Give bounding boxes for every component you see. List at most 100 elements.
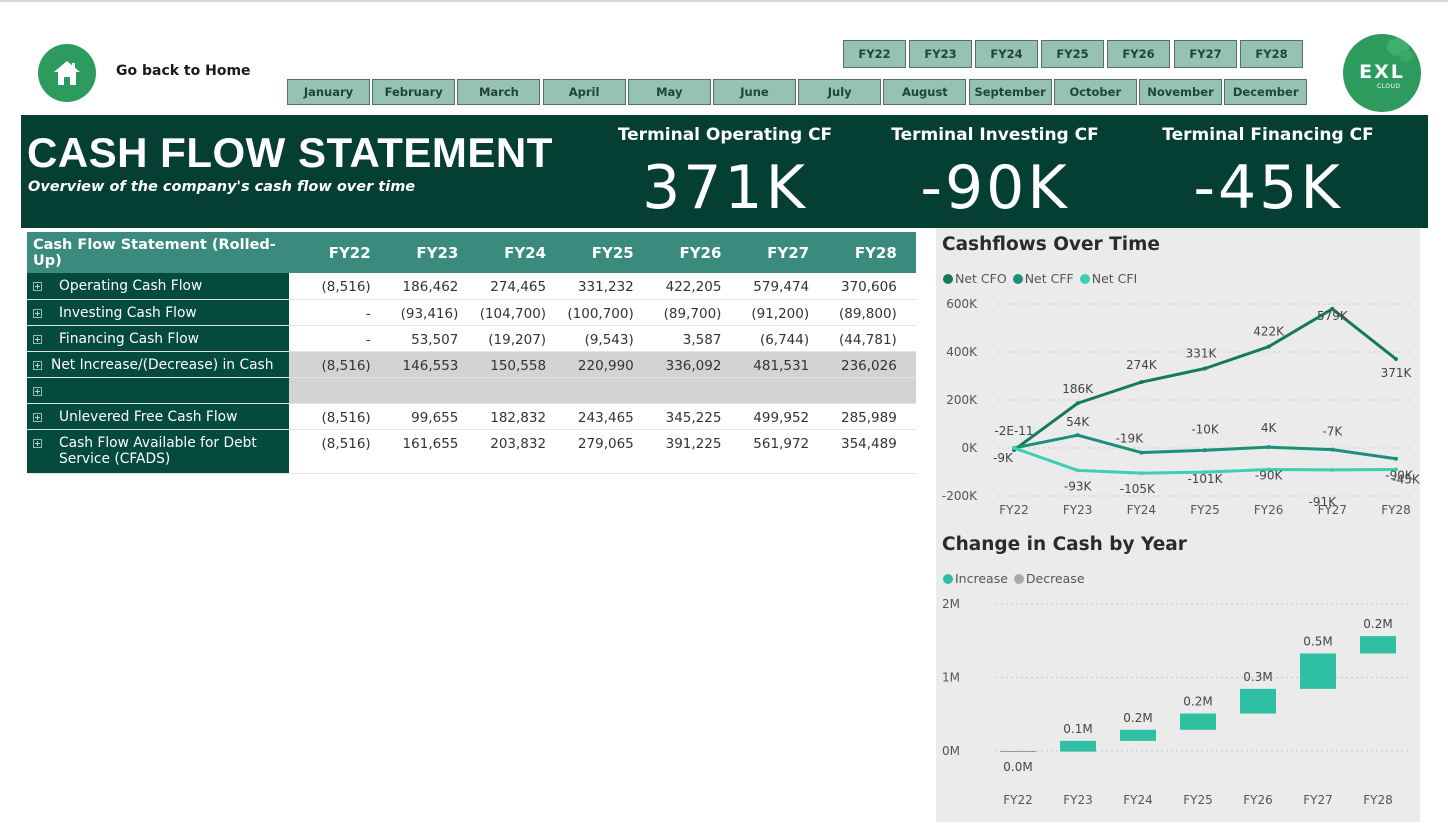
fy-slicer-fy28[interactable]: FY28 [1240,40,1303,68]
expand-icon[interactable] [33,413,42,422]
logo-subtext: CLOUD [1377,83,1401,90]
data-point [1139,450,1144,455]
data-point [1330,467,1335,472]
month-slicer-may[interactable]: May [627,79,711,105]
expand-icon[interactable] [33,282,42,291]
table-cell: 331,232 [577,279,634,295]
legend-item[interactable]: Net CFF [1012,271,1074,286]
column-header[interactable]: FY22 [328,243,371,262]
waterfall-chart-canvas: 2M 1M 0M 0.0M FY22 0.1M FY23 0.2M FY24 0.2M FY25 0.… [942,597,1412,807]
data-point [1203,366,1207,371]
month-slicer-november[interactable]: November [1139,79,1222,105]
y-tick-label: -200K [942,489,978,503]
fy-slicer-fy25[interactable]: FY25 [1041,40,1104,68]
table-row: Cash Flow Available for Debt Service (CF… [27,430,916,474]
data-label: -9K [993,451,1014,465]
legend-label: Net CFF [1024,271,1074,286]
x-tick-label: FY28 [1381,503,1411,517]
column-header[interactable]: FY28 [854,243,897,262]
data-label: 0.2M [1363,617,1392,631]
exl-cloud-logo: EXL CLOUD [1343,34,1421,112]
table-cell: 243,465 [577,410,634,426]
month-slicer-march[interactable]: March [457,79,541,105]
kpi-label: Terminal Investing CF [891,125,1099,145]
data-label: -91K [1309,495,1338,509]
table-cell [640,384,728,403]
month-slicer-january[interactable]: January [287,79,370,105]
x-tick-label: FY25 [1183,793,1213,807]
column-header[interactable]: FY24 [504,243,547,262]
table-title: Cash Flow Statement (Rolled-Up) [33,236,276,269]
x-tick-label: FY24 [1127,503,1157,517]
legend-item[interactable]: Decrease [1013,571,1085,586]
data-point [1075,468,1080,473]
change-in-cash-chart[interactable]: Change in Cash by Year Increase Decrease… [936,528,1420,822]
table-cell: 236,026 [840,358,897,374]
month-slicer-september[interactable]: September [968,79,1052,105]
month-slicer-july[interactable]: July [798,79,882,105]
month-slicer-october[interactable]: October [1053,79,1137,105]
expand-icon[interactable] [33,387,42,396]
data-point [1330,306,1335,311]
month-slicer-february[interactable]: February [372,79,456,105]
table-cell: (8,516) [321,358,371,374]
expand-icon[interactable] [33,335,42,344]
month-slicer-april[interactable]: April [542,79,626,105]
expand-icon[interactable] [33,361,42,370]
data-label: 579K [1317,309,1349,323]
data-point [1394,456,1398,461]
month-slicer-december[interactable]: December [1224,79,1308,105]
table-cell: 150,558 [490,358,547,374]
data-label: 0.0M [1003,760,1032,774]
row-label: Cash Flow Available for Debt Service (CF… [59,435,257,467]
table-cell: (44,781) [839,332,897,348]
home-button[interactable] [38,44,96,102]
waterfall-bar [1000,751,1036,752]
legend-item[interactable]: Net CFI [1079,271,1138,286]
column-header[interactable]: FY27 [767,243,810,262]
fy-slicer-fy24[interactable]: FY24 [975,40,1038,68]
column-header[interactable]: FY25 [591,243,634,262]
data-label: -2E-11 [994,424,1033,438]
data-label: 0.3M [1243,670,1272,684]
table-cell [377,384,465,403]
data-label: 331K [1186,347,1218,361]
table-cell: 285,989 [840,410,897,426]
table-cell: 279,065 [577,436,634,452]
fy-slicer-fy27[interactable]: FY27 [1174,40,1237,68]
expand-icon[interactable] [33,309,42,318]
column-header[interactable]: FY23 [416,243,459,262]
table-row: Investing Cash Flow - (93,416) (104,700) (10… [27,300,916,326]
table-cell: - [365,332,371,348]
column-header[interactable]: FY26 [679,243,722,262]
home-link-label[interactable]: Go back to Home [116,63,251,79]
cash-flow-matrix: Cash Flow Statement (Rolled-Up) FY22 FY2… [27,232,916,474]
chart-legend: Net CFO Net CFF Net CFI [943,271,1137,286]
month-slicer-june[interactable]: June [713,79,796,105]
kpi-terminal-financing-cf: Terminal Financing CF -45K [1138,125,1398,223]
chart-title: Change in Cash by Year [942,534,1187,555]
row-header: Investing Cash Flow [27,300,289,325]
expand-icon[interactable] [33,439,42,448]
fy-slicer-fy22[interactable]: FY22 [843,40,906,68]
month-slicer-august[interactable]: August [883,79,967,105]
data-label: 186K [1062,382,1094,396]
cashflows-over-time-chart[interactable]: Cashflows Over Time Net CFO Net CFF Net … [936,228,1420,528]
line-chart-canvas: 600K 400K 200K 0K -200K FY22 FY23 FY24 FY25 FY26 F… [942,297,1420,517]
kpi-value: -45K [1193,153,1343,223]
table-cell: (19,207) [488,332,547,348]
table-cell: 354,489 [840,436,897,452]
data-point [1139,380,1144,385]
fy-slicer-fy23[interactable]: FY23 [909,40,972,68]
legend-item[interactable]: Increase [943,571,1008,586]
fy-slicer-fy26[interactable]: FY26 [1107,40,1170,68]
table-cell: 99,655 [411,410,459,426]
legend-item[interactable]: Net CFO [943,271,1007,286]
table-cell: 274,465 [490,279,547,295]
table-cell: (8,516) [321,410,371,426]
data-label: -45K [1392,473,1420,487]
chart-legend: Increase Decrease [943,571,1085,586]
data-label: 0.5M [1303,634,1332,648]
legend-label: Net CFI [1091,271,1138,286]
row-header: Operating Cash Flow [27,273,289,299]
